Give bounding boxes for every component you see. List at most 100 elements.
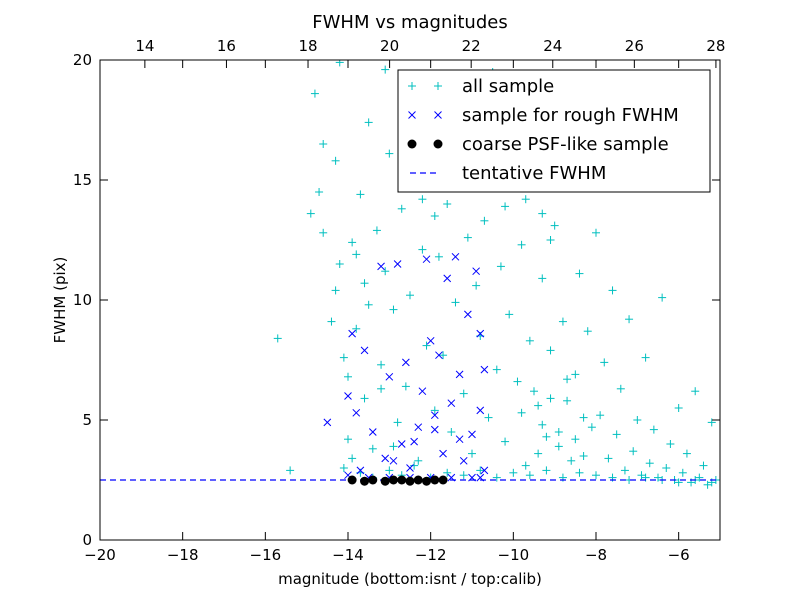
legend-label: tentative FWHM	[462, 163, 606, 184]
rough-fwhm-point	[348, 329, 356, 338]
all-sample-point	[563, 396, 572, 405]
rough-fwhm-point	[389, 456, 398, 465]
all-sample-point	[418, 195, 427, 204]
all-sample-point	[348, 238, 357, 247]
top-tick-label: 26	[625, 37, 644, 55]
all-sample-point	[534, 449, 543, 458]
all-sample-point	[542, 432, 551, 441]
psf-like-point	[368, 475, 378, 485]
all-sample-point	[381, 267, 390, 276]
all-sample-point	[649, 425, 658, 434]
all-sample-point	[558, 317, 567, 326]
x-tick-label: −10	[498, 546, 530, 564]
all-sample-point	[476, 466, 485, 475]
all-sample-point	[397, 204, 406, 213]
all-sample-point	[327, 317, 336, 326]
y-tick-label: 5	[82, 411, 92, 429]
all-sample-point	[472, 281, 481, 290]
x-tick-label: −14	[332, 546, 364, 564]
all-sample-point	[703, 480, 712, 489]
psf-like-point	[413, 475, 423, 485]
psf-like-point	[360, 476, 370, 486]
top-tick-label: 28	[706, 37, 725, 55]
all-sample-point	[678, 468, 687, 477]
all-sample-point	[550, 221, 559, 230]
all-sample-point	[443, 200, 452, 208]
legend-marker-swatch	[434, 111, 442, 119]
all-sample-point	[447, 428, 456, 436]
all-sample-point	[525, 336, 534, 345]
rough-fwhm-point	[410, 437, 418, 446]
all-sample-point	[356, 190, 365, 199]
all-sample-point	[608, 286, 617, 295]
rough-fwhm-point	[356, 466, 365, 475]
all-sample-point	[538, 209, 547, 218]
all-sample-point	[319, 228, 328, 237]
all-sample-point	[554, 428, 563, 436]
all-sample-point	[592, 471, 600, 480]
plot-data-layer	[100, 60, 720, 489]
x-tick-label: −20	[84, 546, 116, 564]
legend-entry: sample for rough FWHM	[408, 105, 679, 126]
all-sample-point	[616, 384, 625, 393]
top-tick-label: 18	[298, 37, 317, 55]
all-sample-point	[360, 394, 369, 403]
all-sample-point	[579, 452, 588, 460]
all-sample-point	[377, 384, 386, 393]
rough-fwhm-point	[402, 358, 410, 367]
legend-marker-swatch	[408, 111, 416, 119]
all-sample-point	[430, 406, 439, 415]
all-sample-point	[406, 291, 414, 300]
legend-label: all sample	[462, 76, 554, 97]
axis-ticks: −20 −18 −16 −14 −12 −10 −8 −6 14 16 18 20 22 24 26 28 0 5…	[73, 37, 726, 564]
all-sample-point	[459, 389, 468, 398]
all-sample-point	[542, 466, 551, 475]
all-sample-point	[360, 279, 369, 288]
rough-fwhm-point	[455, 370, 464, 379]
all-sample-point	[654, 473, 662, 482]
rough-fwhm-point	[476, 406, 485, 415]
all-sample-point	[348, 454, 357, 463]
all-sample-point	[517, 408, 526, 417]
all-sample-point	[662, 464, 671, 472]
top-tick-label: 20	[380, 37, 399, 55]
all-sample-point	[339, 464, 348, 472]
legend-marker-swatch	[434, 82, 442, 90]
legend: all sample sample for rough FWHM coarse PS…	[397, 69, 711, 193]
all-sample-point	[393, 418, 402, 427]
rough-fwhm-point	[459, 456, 468, 465]
rough-fwhm-point	[464, 310, 472, 319]
x-tick-label: −12	[415, 546, 447, 564]
legend-marker-swatch	[433, 139, 443, 149]
all-sample-point	[492, 365, 501, 374]
all-sample-point	[600, 358, 609, 367]
rough-fwhm-point	[422, 255, 431, 264]
all-sample-point	[517, 240, 526, 249]
psf-like-point	[380, 476, 390, 486]
rough-fwhm-point	[344, 392, 352, 400]
all-sample-point	[695, 473, 704, 482]
all-sample-point	[538, 420, 547, 429]
top-tick-label: 16	[217, 37, 236, 55]
all-sample-point	[364, 118, 373, 127]
all-sample-point	[534, 401, 543, 410]
all-sample-point	[691, 387, 700, 396]
all-sample-point	[505, 310, 514, 319]
x-tick-label: −16	[250, 546, 282, 564]
legend-marker-swatch	[408, 82, 416, 90]
psf-like-point	[405, 476, 415, 486]
all-sample-point	[538, 274, 547, 283]
all-sample-point	[389, 442, 398, 451]
top-tick-label: 24	[543, 37, 562, 55]
rough-fwhm-point	[352, 408, 361, 417]
all-sample-point	[480, 216, 489, 225]
all-sample-point	[422, 341, 431, 350]
legend-entry: all sample	[408, 76, 554, 97]
rough-fwhm-point	[426, 336, 435, 345]
all-sample-point	[625, 315, 634, 324]
all-sample-point	[459, 471, 468, 480]
rough-fwhm-point	[397, 440, 406, 448]
all-sample-point	[344, 372, 352, 381]
all-sample-point	[468, 449, 476, 458]
rough-fwhm-point	[435, 351, 443, 360]
